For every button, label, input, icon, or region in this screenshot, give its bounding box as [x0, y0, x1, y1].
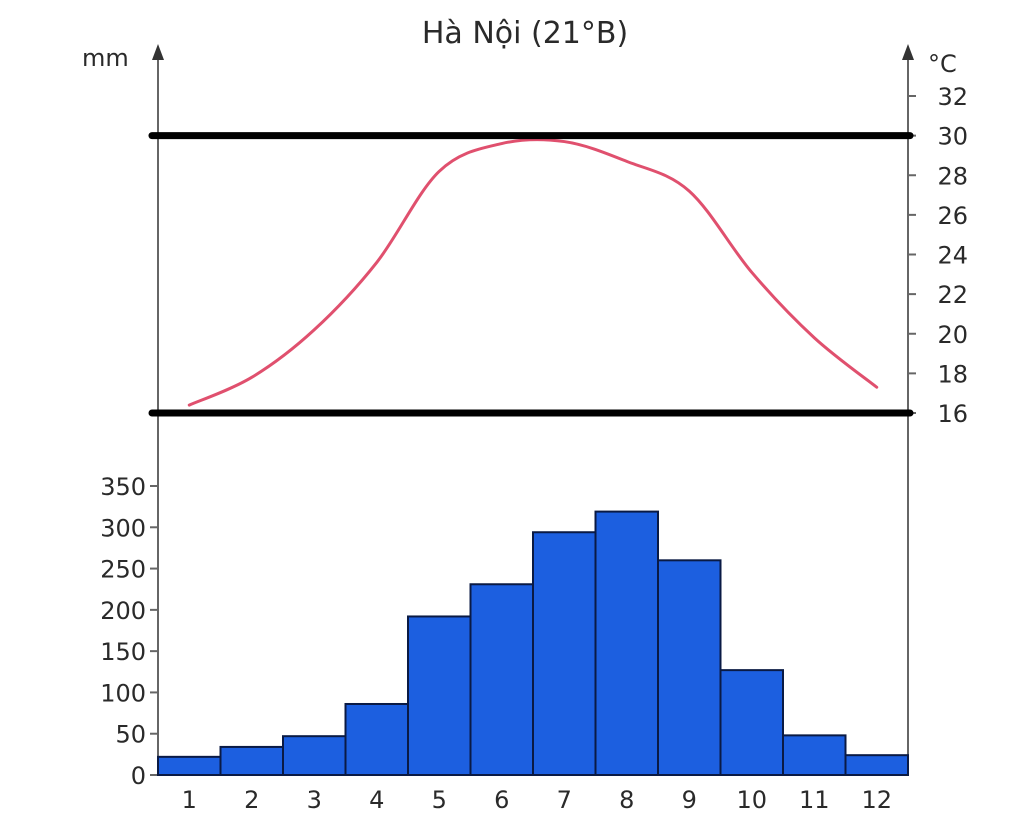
left-tick-label: 300 [100, 514, 146, 542]
right-tick-label: 26 [937, 202, 968, 230]
precipitation-bar [532, 531, 597, 776]
precipitation-bar [157, 755, 222, 777]
right-tick-label: 24 [937, 242, 968, 270]
left-tick-label: 250 [100, 556, 146, 584]
precipitation-bar [782, 734, 847, 777]
left-axis-ticks: 0 50 100 150 200 250 300 350 [100, 473, 158, 790]
x-tick-label: 1 [182, 786, 197, 814]
precipitation-bar [657, 559, 722, 776]
left-tick-label: 200 [100, 597, 146, 625]
x-tick-label: 7 [557, 786, 572, 814]
right-tick-label: 32 [937, 83, 968, 111]
x-tick-label: 9 [682, 786, 697, 814]
x-tick-label: 10 [736, 786, 767, 814]
right-tick-label: 22 [937, 281, 968, 309]
precipitation-bars [157, 510, 909, 777]
x-tick-label: 6 [494, 786, 509, 814]
right-tick-label: 20 [937, 321, 968, 349]
precipitation-bar [594, 510, 659, 776]
right-axis-arrow-icon [902, 44, 914, 60]
left-tick-label: 0 [131, 762, 146, 790]
reference-lines [148, 132, 914, 417]
left-tick-label: 50 [115, 721, 146, 749]
x-tick-label: 3 [307, 786, 322, 814]
right-tick-label: 16 [937, 400, 968, 428]
right-axis-unit: °C [928, 50, 957, 78]
right-tick-label: 18 [937, 360, 968, 388]
precipitation-bar [344, 702, 409, 777]
right-tick-label: 28 [937, 162, 968, 190]
x-tick-label: 12 [861, 786, 892, 814]
x-axis-ticks: 1 2 3 4 5 6 7 8 9 10 11 12 [182, 786, 892, 814]
right-axis-ticks: 16 18 20 22 24 26 28 30 32 [908, 83, 968, 428]
x-tick-label: 5 [432, 786, 447, 814]
x-tick-label: 8 [619, 786, 634, 814]
left-axis-unit: mm [82, 44, 129, 72]
right-tick-label: 30 [937, 123, 968, 151]
temperature-line [187, 138, 879, 407]
precipitation-bar [219, 745, 284, 777]
precipitation-bar [282, 735, 347, 776]
precipitation-bar [844, 754, 909, 777]
left-tick-label: 150 [100, 638, 146, 666]
precipitation-bar [719, 669, 784, 776]
chart-title: Hà Nội (21°B) [422, 16, 628, 51]
left-tick-label: 350 [100, 473, 146, 501]
left-axis-arrow-icon [152, 44, 164, 60]
left-tick-label: 100 [100, 679, 146, 707]
x-tick-label: 2 [244, 786, 259, 814]
precipitation-bar [469, 583, 534, 777]
x-tick-label: 11 [799, 786, 830, 814]
precipitation-bar [407, 615, 472, 776]
x-tick-label: 4 [369, 786, 384, 814]
